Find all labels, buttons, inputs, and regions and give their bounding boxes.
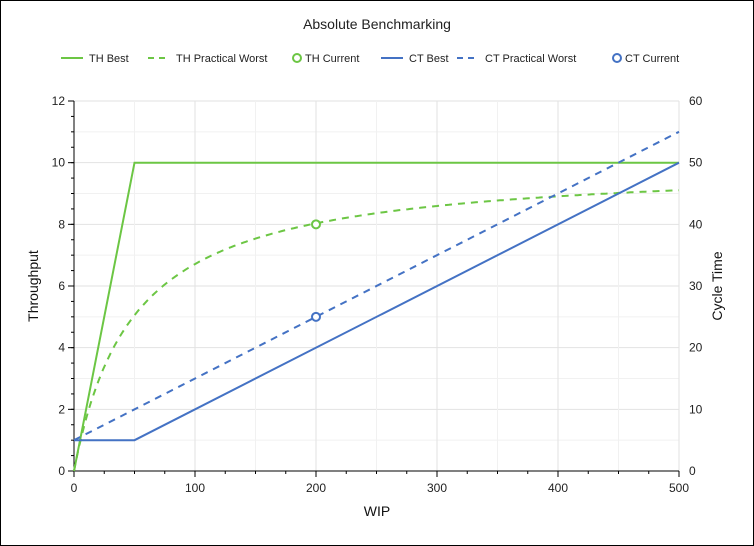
ct-practical-worst-line [73,130,680,442]
y-tick-label: 4 [58,341,65,355]
axes: 0 2 4 6 8 10 12 0 10 20 30 40 50 60 0 100 200 300 400 500 [52,94,703,495]
y-tick-label: 8 [58,217,65,231]
y2-tick-label: 10 [689,402,703,416]
th-practical-worst-line [73,189,680,472]
y2-axis-title: Cycle Time [709,251,725,320]
ct-best-line [74,161,680,442]
legend-label: TH Current [305,53,359,65]
x-tick-label: 0 [71,481,78,495]
x-tick-label: 500 [669,481,689,495]
y-tick-label: 2 [58,402,65,416]
legend-swatch [292,53,302,63]
y2-tick-label: 0 [689,464,696,478]
legend-item-th-practical-worst[interactable]: TH Practical Worst [148,53,267,65]
y-tick-label: 10 [52,156,66,170]
y-tick-label: 12 [52,94,66,108]
legend-label: CT Practical Worst [485,53,576,65]
ct-current-point [311,311,321,322]
th-current-point [311,219,321,230]
series-layer [73,130,680,472]
legend-label: CT Current [625,53,679,65]
x-tick-label: 200 [306,481,326,495]
x-axis-title: WIP [364,503,390,519]
y2-tick-label: 40 [689,217,703,231]
legend-item-th-best[interactable]: TH Best [61,53,129,65]
y2-tick-label: 20 [689,341,703,355]
legend-swatch [612,53,622,63]
legend-item-ct-current[interactable]: CT Current [612,53,679,65]
legend-item-ct-practical-worst[interactable]: CT Practical Worst [457,53,576,65]
legend: TH Best TH Practical Worst TH Current CT Be… [61,53,679,65]
x-tick-label: 400 [548,481,568,495]
y-axis-title: Throughput [25,250,41,322]
x-tick-label: 300 [427,481,447,495]
legend-item-ct-best[interactable]: CT Best [381,53,449,65]
y-tick-label: 0 [58,464,65,478]
th-best-line [73,161,679,472]
x-tick-label: 100 [185,481,205,495]
legend-label: TH Best [89,53,129,65]
legend-label: CT Best [409,53,449,65]
y-tick-label: 6 [58,279,65,293]
legend-item-th-current[interactable]: TH Current [292,53,359,65]
y2-tick-label: 60 [689,94,703,108]
chart-title: Absolute Benchmarking [303,16,451,32]
y2-tick-label: 30 [689,279,703,293]
y2-tick-label: 50 [689,156,703,170]
legend-label: TH Practical Worst [176,53,267,65]
